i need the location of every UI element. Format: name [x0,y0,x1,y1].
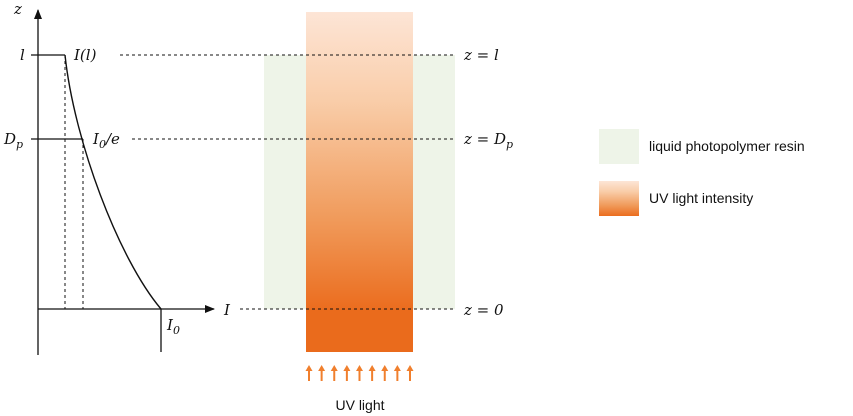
uv-arrows [305,365,414,381]
uv-arrow [343,365,351,381]
curve-label-i0e-main: I [92,130,100,148]
tick-label-i0: I0 [166,316,180,337]
uv-arrow [318,365,326,381]
level-label-top: z = l [463,46,499,64]
uv-arrow [305,365,313,381]
level-label-middle-sub: p [506,138,513,151]
legend-swatch-resin [599,129,639,164]
tick-label-dp-sub: p [16,138,23,151]
uv-arrow [356,365,363,381]
tick-label-dp-main: D [3,130,16,148]
tick-label-dp: Dp [3,130,23,151]
curve-label-i0e-rest: /e [104,130,120,148]
intensity-curve [64,54,162,310]
legend-label-resin: liquid photopolymer resin [649,138,805,154]
curve-label-i0e-sub: 0 [99,138,106,151]
level-label-middle-main: z = D [463,130,506,148]
z-axis-label: z [13,0,22,18]
uv-light-base [306,309,413,352]
legend-label-uv: UV light intensity [649,190,753,206]
level-label-middle: z = Dp [463,130,513,151]
curve-label-il: I(l) [73,46,97,64]
level-lines [64,54,454,310]
uv-arrow [393,365,401,381]
tick-label-i0-sub: 0 [173,324,180,337]
legend-swatch-uv [599,181,639,216]
uv-source-label: UV light [335,397,384,413]
uv-light-column [306,12,413,309]
uv-arrow [368,365,376,381]
tick-label-l: l [20,46,25,64]
curve-label-i0e: I0/e [92,130,120,151]
uv-arrow [381,365,389,381]
i-axis-label: I [223,301,231,319]
level-label-bottom: z = 0 [463,301,504,319]
tick-label-i0-main: I [166,316,174,334]
uv-arrow [406,365,414,381]
uv-arrow [330,365,338,381]
legend: liquid photopolymer resin UV light inten… [599,129,805,216]
